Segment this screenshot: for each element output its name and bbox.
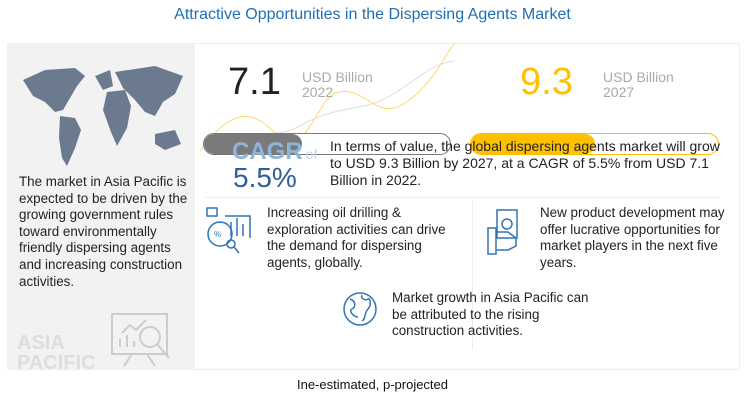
footnote: Ine-estimated, p-projected	[296, 377, 449, 392]
value-2022: 7.1	[228, 61, 281, 103]
bar-2027	[470, 133, 719, 155]
region-description: The market in Asia Pacific is expected t…	[19, 174, 188, 289]
globe-icon	[343, 292, 377, 326]
svg-text:%: %	[214, 230, 221, 239]
bar-2022	[203, 133, 451, 155]
left-panel: ASIA PACIFIC	[7, 43, 195, 374]
cagr-value: 5.5%	[233, 162, 297, 193]
cagr-label: CAGR of	[232, 138, 318, 165]
divider	[205, 197, 720, 198]
value-2027: 9.3	[520, 61, 573, 103]
bar-2027-fill	[471, 134, 595, 154]
world-map-icon	[23, 66, 183, 166]
presentation-chart-icon	[111, 313, 170, 367]
divider	[472, 200, 473, 350]
unit-2022: USD Billion 2022	[302, 69, 373, 100]
insight-asia-pacific: Market growth in Asia Pacific can be att…	[392, 290, 589, 338]
bar-2022-fill	[204, 134, 303, 154]
money-hand-icon	[487, 209, 518, 255]
unit-2027: USD Billion 2027	[603, 69, 674, 100]
market-summary: In terms of value, the global dispersing…	[330, 138, 720, 188]
watermark-text: ASIA PACIFIC	[17, 332, 96, 374]
insight-oil-drilling: Increasing oil drilling & exploration ac…	[267, 205, 446, 270]
page-title: Attractive Opportunities in the Dispersi…	[174, 6, 571, 23]
insight-product-development: New product development may offer lucrat…	[540, 205, 725, 270]
analytics-icon: %	[206, 207, 251, 254]
